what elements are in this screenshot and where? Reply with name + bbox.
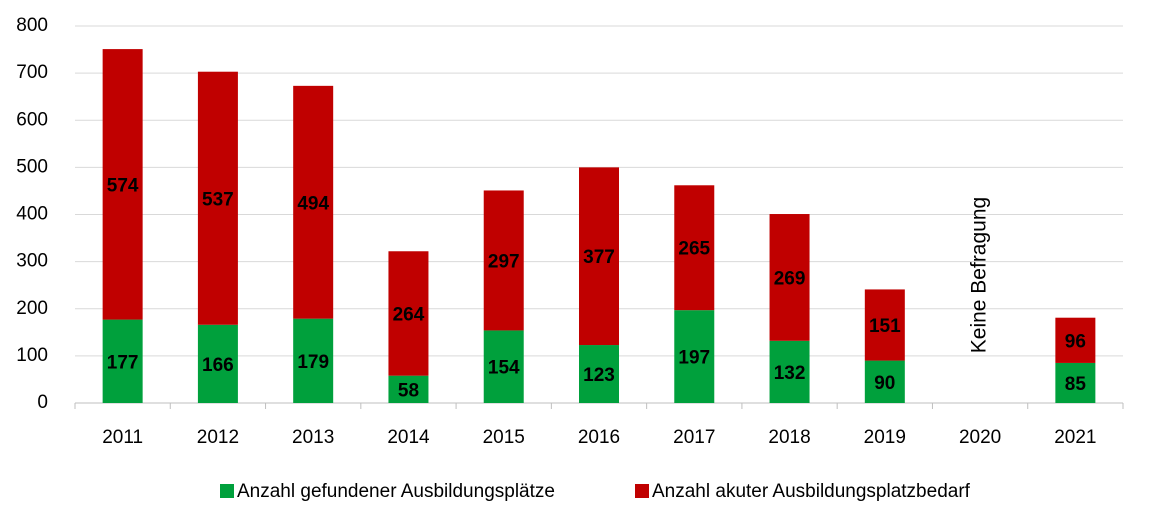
bar-segment — [102, 49, 143, 320]
bar-segment — [1055, 317, 1096, 363]
data-label: 96 — [1065, 331, 1086, 352]
x-tick-label: 2013 — [292, 427, 334, 448]
data-label: 123 — [583, 365, 615, 386]
data-label: 537 — [202, 189, 234, 210]
data-label: 151 — [869, 316, 901, 337]
data-label: 58 — [398, 380, 419, 401]
bar-segment — [579, 167, 619, 346]
y-tick-label: 800 — [16, 15, 48, 36]
data-label: 264 — [393, 304, 425, 325]
y-tick-label: 600 — [16, 109, 48, 130]
bar-segment — [864, 360, 905, 403]
data-label: 132 — [774, 363, 806, 384]
legend-swatch — [220, 484, 234, 498]
legend-swatch — [635, 484, 649, 498]
legend-label: Anzahl gefundener Ausbildungsplätze — [237, 481, 555, 502]
bar-segment — [579, 345, 619, 403]
data-label: 166 — [202, 355, 234, 376]
data-label: 85 — [1065, 374, 1087, 395]
y-tick-label: 100 — [16, 345, 48, 366]
data-label: 377 — [583, 247, 615, 268]
x-tick-label: 2011 — [102, 427, 143, 448]
bar-segment — [293, 318, 334, 403]
x-tick-label: 2017 — [673, 427, 715, 448]
x-tick-label: 2016 — [578, 427, 620, 448]
bar-segment — [483, 330, 524, 403]
bar-segment — [1055, 362, 1096, 403]
x-tick-label: 2014 — [387, 427, 430, 448]
bar-segment — [674, 310, 715, 403]
y-tick-label: 0 — [37, 392, 48, 413]
data-label: 265 — [678, 239, 710, 260]
bar-segment — [674, 185, 715, 311]
x-tick-label: 2020 — [959, 427, 1001, 448]
bar-segment — [388, 375, 429, 403]
legend-label: Anzahl akuter Ausbildungsplatzbedarf — [652, 481, 971, 502]
x-tick-label: 2021 — [1054, 427, 1096, 448]
bar-segment — [769, 340, 810, 403]
bar-segment — [197, 71, 238, 325]
y-tick-label: 500 — [16, 156, 48, 177]
x-tick-label: 2012 — [197, 427, 239, 448]
y-tick-label: 300 — [16, 251, 48, 272]
y-tick-label: 700 — [16, 62, 48, 83]
x-tick-label: 2018 — [768, 427, 810, 448]
bar-segment — [864, 289, 905, 361]
data-label: 197 — [678, 348, 710, 369]
bar-segment — [293, 85, 334, 319]
x-tick-label: 2015 — [483, 427, 525, 448]
x-tick-label: 2019 — [864, 427, 906, 448]
bar-segment — [388, 251, 429, 376]
y-tick-label: 400 — [16, 204, 48, 225]
bar-segment — [483, 190, 524, 331]
data-label: 574 — [107, 175, 139, 196]
y-tick-label: 200 — [16, 298, 48, 319]
data-label: 269 — [774, 268, 806, 289]
data-label: 179 — [297, 352, 329, 373]
data-label: 494 — [297, 193, 329, 214]
data-label: 154 — [488, 358, 520, 379]
bar-segment — [197, 324, 238, 403]
data-label: 297 — [488, 251, 520, 272]
data-label: 90 — [874, 373, 895, 394]
bar-segment — [769, 214, 810, 341]
data-label: 177 — [107, 352, 139, 373]
annotation: Keine Befragung — [968, 197, 991, 353]
bar-segment — [102, 319, 143, 403]
